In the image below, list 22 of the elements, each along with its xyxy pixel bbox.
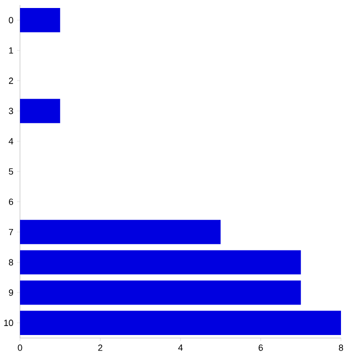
x-tick-label: 6 — [258, 344, 263, 351]
bar — [20, 8, 60, 32]
y-tick-label: 6 — [9, 198, 14, 205]
bar — [20, 250, 301, 274]
y-tick-label: 1 — [9, 47, 14, 54]
y-tick-label: 2 — [9, 78, 14, 84]
x-tick-label: 4 — [178, 344, 183, 351]
y-tick-label: 8 — [8, 259, 14, 266]
bar — [20, 220, 221, 244]
x-tick-label: 2 — [98, 344, 102, 351]
y-tick-label: 4 — [8, 138, 14, 144]
bar — [20, 98, 60, 124]
bar — [20, 280, 301, 305]
y-tick-label: 0 — [8, 16, 14, 24]
y-tick-label: 3 — [8, 108, 14, 114]
x-tick-label: 0 — [18, 344, 22, 351]
y-tick-label: 10 — [4, 320, 14, 326]
y-tick-label: 5 — [8, 168, 14, 175]
bar — [20, 310, 342, 335]
x-tick-label: 8 — [338, 344, 344, 351]
y-tick-label: 9 — [9, 289, 14, 296]
y-tick-label: 7 — [9, 228, 14, 236]
